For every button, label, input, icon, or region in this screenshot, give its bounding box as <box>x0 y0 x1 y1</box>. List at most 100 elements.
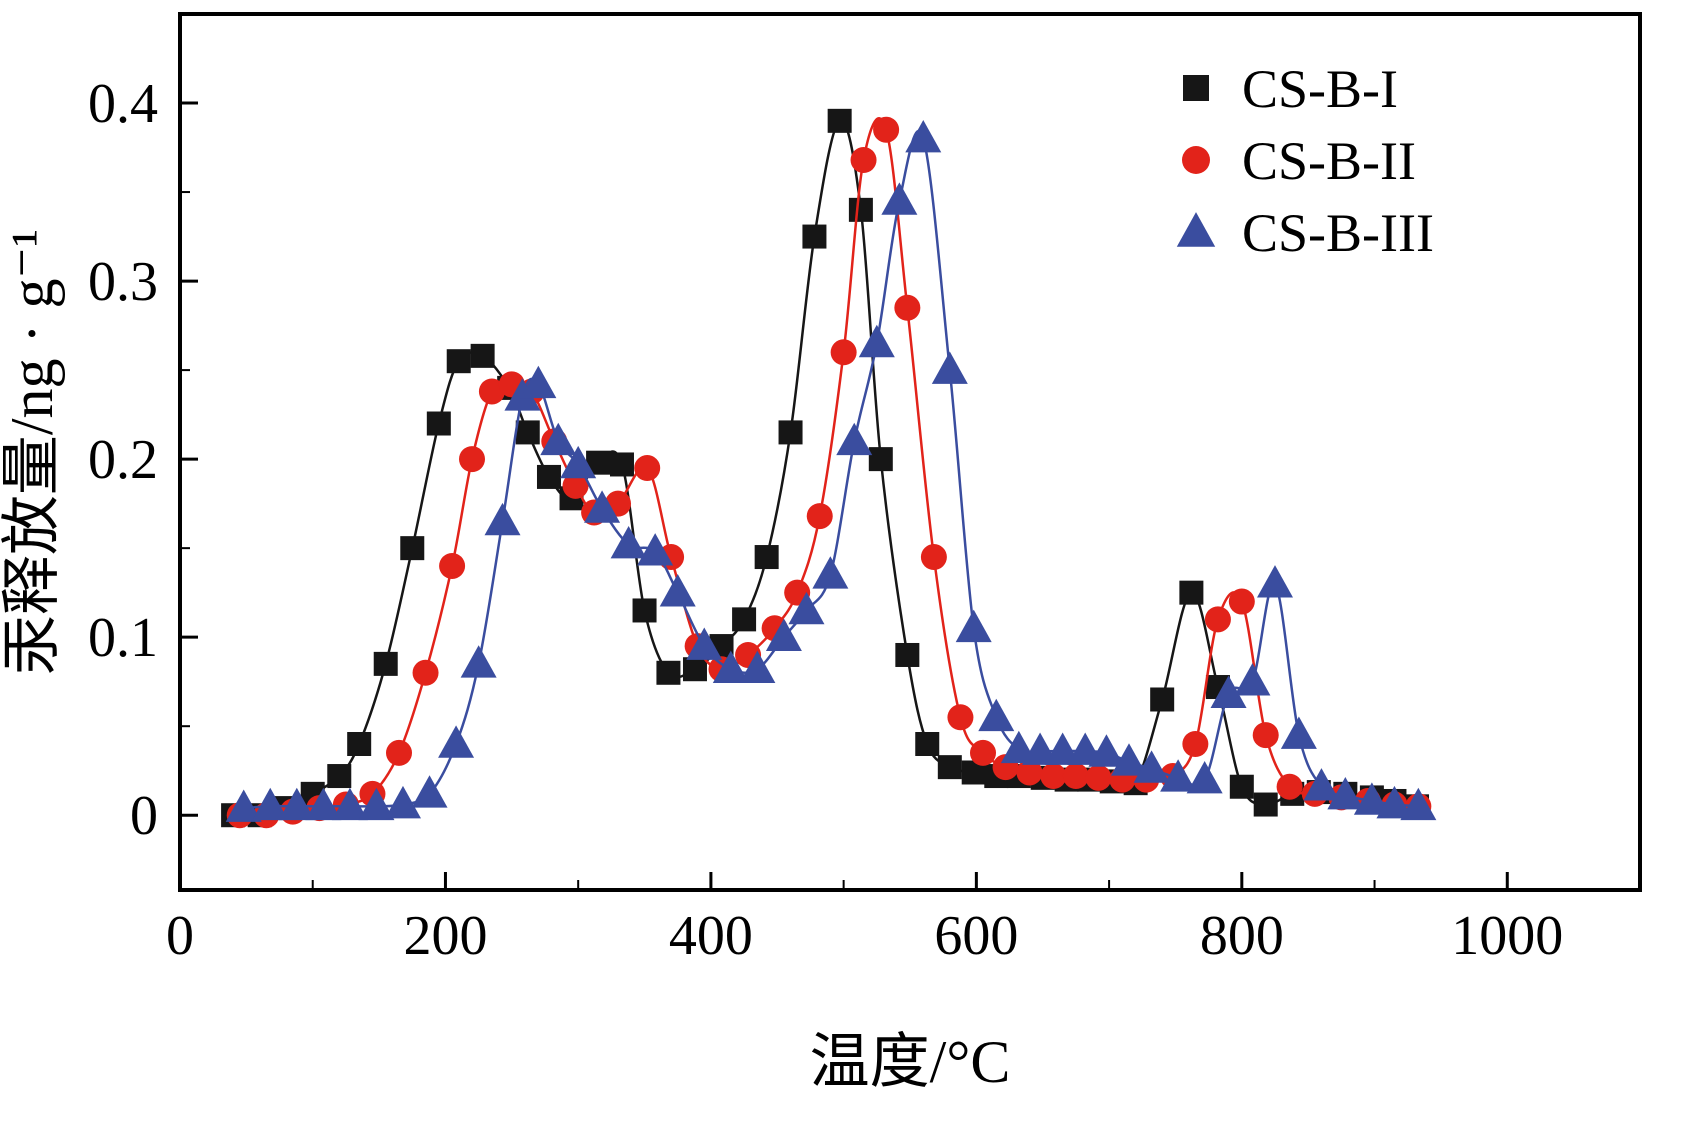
triangle-marker <box>788 591 825 625</box>
square-marker <box>609 452 634 477</box>
square-marker <box>682 657 707 682</box>
x-tick-label: 400 <box>669 905 753 967</box>
y-tick-label: 0.1 <box>88 607 158 669</box>
square-marker <box>895 642 920 667</box>
triangle-marker <box>881 182 918 215</box>
triangle-marker <box>504 378 541 411</box>
triangle-marker <box>1257 565 1293 598</box>
triangle-marker <box>1210 675 1247 708</box>
triangle-marker <box>278 787 315 821</box>
triangle-marker <box>1280 716 1317 749</box>
circle-marker <box>947 704 974 731</box>
circle-marker <box>478 378 505 405</box>
triangle-marker <box>978 698 1015 732</box>
circle-marker <box>894 294 921 321</box>
circle-marker <box>562 472 589 499</box>
triangle-marker <box>225 789 262 822</box>
triangle-marker <box>252 787 289 821</box>
square-marker <box>827 108 852 133</box>
triangle-marker <box>765 618 802 651</box>
triangle-marker <box>712 650 749 684</box>
square-marker <box>848 197 873 222</box>
triangle-marker <box>955 609 992 643</box>
square-marker <box>1179 580 1204 605</box>
y-tick-label: 0.3 <box>88 251 158 313</box>
square-marker <box>1150 687 1175 712</box>
circle-marker <box>970 739 996 766</box>
triangle-marker <box>1088 734 1125 767</box>
triangle-marker <box>1160 759 1197 792</box>
circle-marker <box>920 544 947 571</box>
x-tick-label: 200 <box>403 905 487 967</box>
circle-marker <box>1252 722 1279 749</box>
series-CS-B-III <box>225 120 1437 822</box>
plot-area: 0 200 400 600 800 1000 0 0.1 0.2 0.3 0.4 CS-B-I CS-B… <box>88 12 1642 967</box>
square-marker <box>515 420 540 445</box>
legend-label: CS-B-I <box>1242 59 1398 119</box>
x-tick-label: 1000 <box>1451 905 1563 967</box>
square-marker <box>1229 774 1254 799</box>
triangle-marker <box>540 422 577 456</box>
triangle-marker <box>637 533 674 566</box>
square-marker <box>656 660 681 685</box>
triangle-marker <box>1111 743 1147 776</box>
triangle-marker <box>358 787 395 821</box>
square-marker <box>1183 75 1209 101</box>
square-marker <box>754 545 779 570</box>
square-marker <box>446 349 471 374</box>
triangle-marker <box>1353 782 1390 815</box>
square-marker <box>868 447 893 472</box>
circle-marker <box>1085 764 1112 791</box>
triangle-marker <box>1133 750 1170 783</box>
triangle-marker <box>1327 777 1364 810</box>
square-marker <box>400 536 425 561</box>
triangle-marker <box>305 787 342 821</box>
square-marker <box>347 732 372 756</box>
triangle-marker <box>584 490 621 523</box>
circle-marker <box>412 659 439 686</box>
square-marker <box>470 343 495 368</box>
triangle-marker <box>484 502 521 536</box>
x-tick-label: 800 <box>1200 905 1284 967</box>
triangle-marker <box>686 627 723 660</box>
square-marker <box>915 732 940 756</box>
plot-frame <box>178 12 1642 892</box>
triangle-marker <box>560 445 597 479</box>
y-tick-label: 0 <box>130 785 158 847</box>
triangle-marker <box>1400 787 1437 821</box>
square-marker <box>1253 792 1278 817</box>
square-marker <box>778 420 803 445</box>
circle-marker <box>1062 763 1089 790</box>
circle-marker <box>1276 773 1303 800</box>
circle-marker <box>1182 146 1210 174</box>
triangle-marker <box>812 556 849 589</box>
triangle-marker <box>739 650 776 684</box>
triangle-marker <box>1303 768 1340 801</box>
square-marker <box>802 224 827 249</box>
circle-marker <box>1040 763 1067 790</box>
y-axis-label: 汞释放量/ng · g⁻¹ <box>0 229 65 675</box>
circle-marker <box>806 503 833 530</box>
triangle-marker <box>610 525 647 559</box>
triangle-marker <box>1186 761 1223 794</box>
square-marker <box>327 764 352 789</box>
x-tick-label: 0 <box>166 905 194 967</box>
square-marker <box>732 607 757 632</box>
triangle-marker <box>1022 732 1059 765</box>
legend-label: CS-B-III <box>1242 203 1434 263</box>
square-marker <box>426 411 451 436</box>
triangle-marker <box>438 725 475 758</box>
triangle-marker <box>659 574 696 607</box>
triangle-marker <box>460 645 497 678</box>
square-marker <box>937 755 962 780</box>
triangle-marker <box>1044 732 1081 765</box>
triangle-marker <box>905 120 942 153</box>
triangle-marker <box>931 351 968 384</box>
y-tick-label: 0.2 <box>88 429 158 491</box>
x-tick-label: 600 <box>934 905 1018 967</box>
legend-label: CS-B-II <box>1242 131 1416 191</box>
triangle-marker <box>1176 212 1216 247</box>
y-tick-label: 0.4 <box>88 73 158 135</box>
